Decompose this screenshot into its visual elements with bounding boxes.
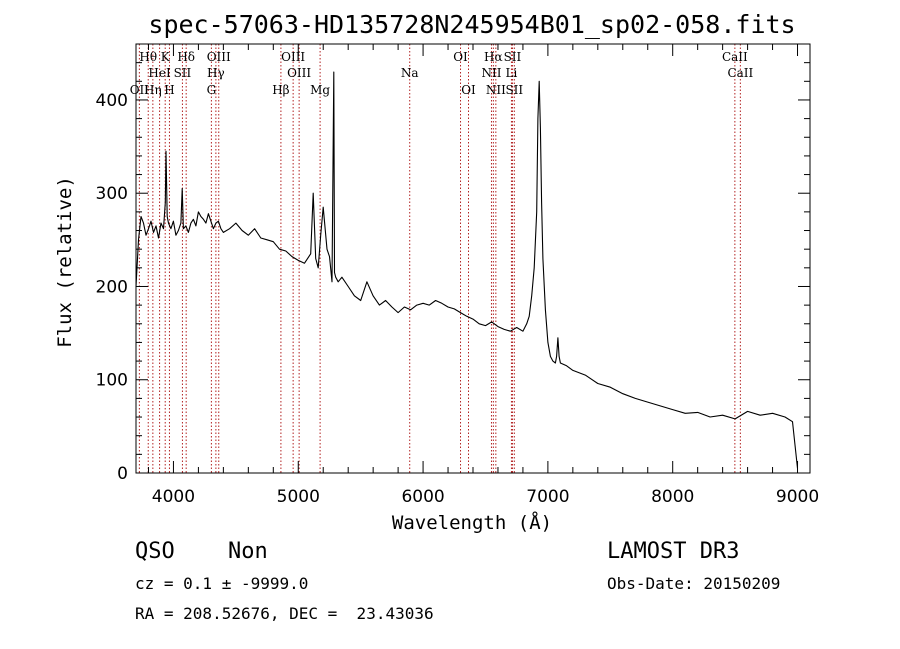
y-tick-label: 100 [96,371,128,391]
line-label: Na [401,66,419,80]
y-tick-label: 300 [96,184,128,204]
object-class: QSO [135,539,175,564]
line-label: OIII [207,50,231,64]
object-subclass: Non [228,539,268,564]
line-label: OII [130,83,150,97]
axis-ticks: 4000 5000 6000 7000 8000 9000 0 100 200 300 400 [96,44,819,507]
line-label: CaII [722,50,748,64]
y-tick-label: 200 [96,277,128,297]
line-label: Mg [310,83,330,97]
x-tick-label: 5000 [277,487,320,507]
spectrum-series [135,71,799,469]
line-label: NII [481,66,501,80]
line-label: Hα [484,50,503,64]
line-label: Li [506,66,518,80]
line-label: SII [505,83,523,97]
x-tick-label: 7000 [526,487,569,507]
line-label: Hγ [207,66,225,80]
y-tick-label: 400 [96,91,128,111]
line-label: NII [486,83,506,97]
x-tick-label: 6000 [401,487,444,507]
line-label: SII [174,66,192,80]
x-tick-label: 8000 [651,487,694,507]
x-tick-label: 9000 [776,487,819,507]
spectrum-line [135,71,799,469]
line-label: H [164,83,174,97]
x-axis-label: Wavelength (Å) [392,511,552,534]
line-label: OI [461,83,476,97]
redshift-line: cz = 0.1 ± -9999.0 [135,574,309,593]
observation-date: Obs-Date: 20150209 [607,574,781,593]
x-tick-label: 4000 [152,487,195,507]
line-label: Hβ [272,83,289,97]
line-label: HeI [148,66,171,80]
plot-frame [135,43,811,474]
line-label: Hθ [139,50,157,64]
y-tick-label: 0 [117,464,128,484]
line-label: SII [504,50,522,64]
line-label: OI [453,50,468,64]
emission-line-markers [138,44,741,473]
coordinates-line: RA = 208.52676, DEC = 23.43036 [135,604,434,623]
emission-line-labels: OIIHθHηHeIKHSIIHδHγGOIIIHβOIIIOIIIMgNaOI… [130,50,754,97]
line-label: Hη [144,83,162,97]
chart-title: spec-57063-HD135728N245954B01_sp02-058.f… [148,10,795,39]
line-label: CaII [727,66,753,80]
y-axis-label: Flux (relative) [54,176,76,348]
line-label: OIII [287,66,311,80]
line-label: K [161,50,171,64]
line-label: Hδ [177,50,195,64]
line-label: OIII [281,50,305,64]
line-label: G [207,83,217,97]
survey-label: LAMOST DR3 [607,539,740,564]
